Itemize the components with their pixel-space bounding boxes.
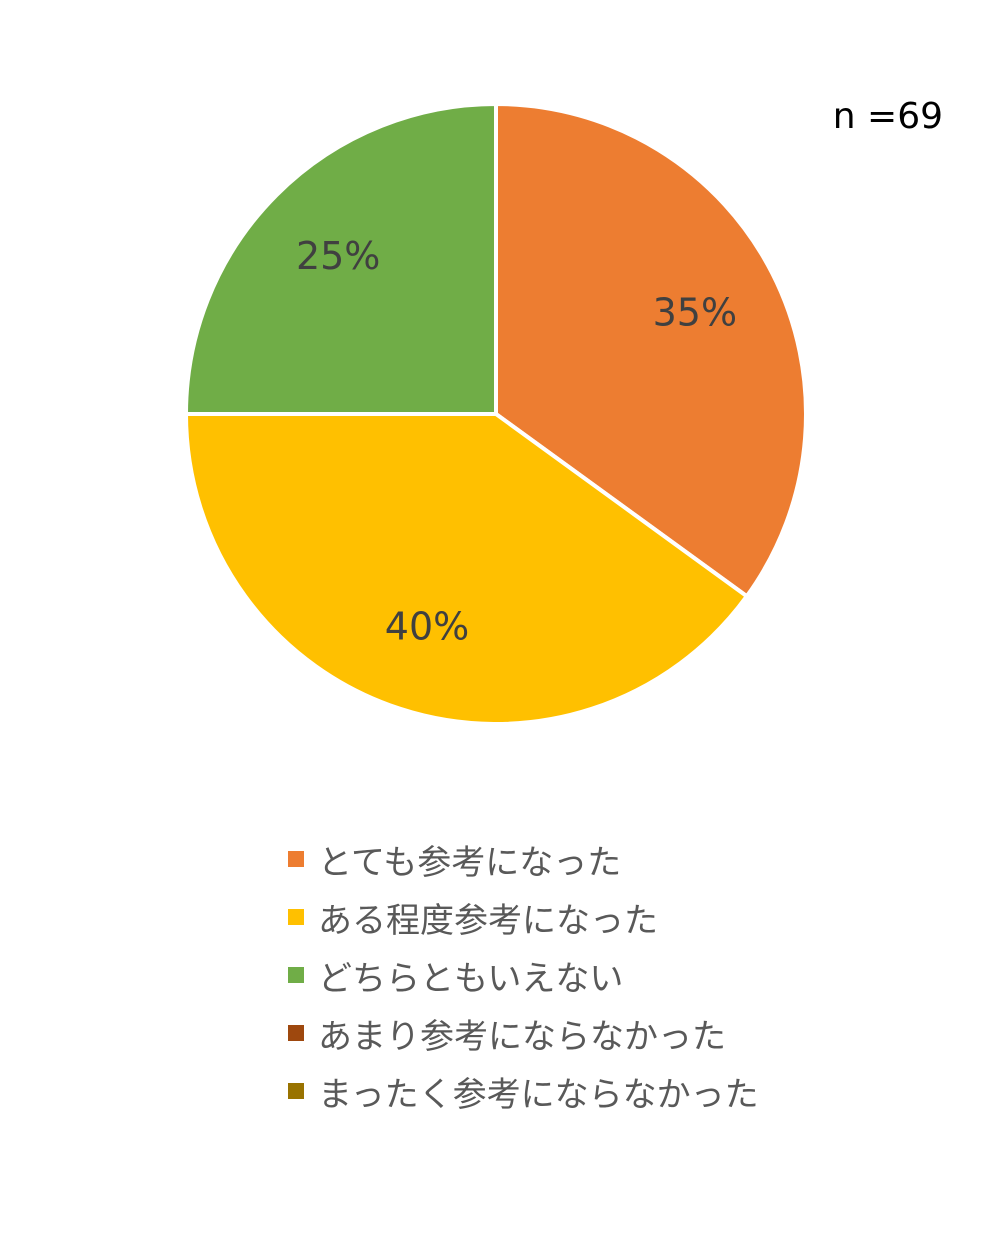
legend-item: ある程度参考になった	[288, 888, 759, 946]
legend-label: ある程度参考になった	[318, 900, 658, 941]
legend-label: あまり参考にならなかった	[318, 1016, 726, 1057]
legend-item: とても参考になった	[288, 830, 759, 888]
legend-swatch	[288, 851, 304, 867]
legend-item: あまり参考にならなかった	[288, 1004, 759, 1062]
legend-swatch	[288, 1083, 304, 1099]
sample-size-label: n =69	[832, 96, 943, 137]
legend-label: どちらともいえない	[318, 958, 624, 999]
legend-label: まったく参考にならなかった	[318, 1074, 759, 1115]
pie-slice	[183, 412, 750, 726]
legend-swatch	[288, 967, 304, 983]
data-label: 25%	[296, 234, 380, 278]
legend-swatch	[288, 909, 304, 925]
legend-item: まったく参考にならなかった	[288, 1062, 759, 1120]
data-label: 40%	[385, 604, 469, 648]
data-label: 35%	[653, 291, 737, 335]
legend-label: とても参考になった	[318, 842, 622, 883]
legend-swatch	[288, 1025, 304, 1041]
pie-slice	[183, 101, 498, 416]
legend: とても参考になった ある程度参考になった どちらともいえないあまり参考にならなかった…	[288, 830, 759, 1120]
pie-slice	[494, 101, 808, 600]
legend-item: どちらともいえない	[288, 946, 759, 1004]
